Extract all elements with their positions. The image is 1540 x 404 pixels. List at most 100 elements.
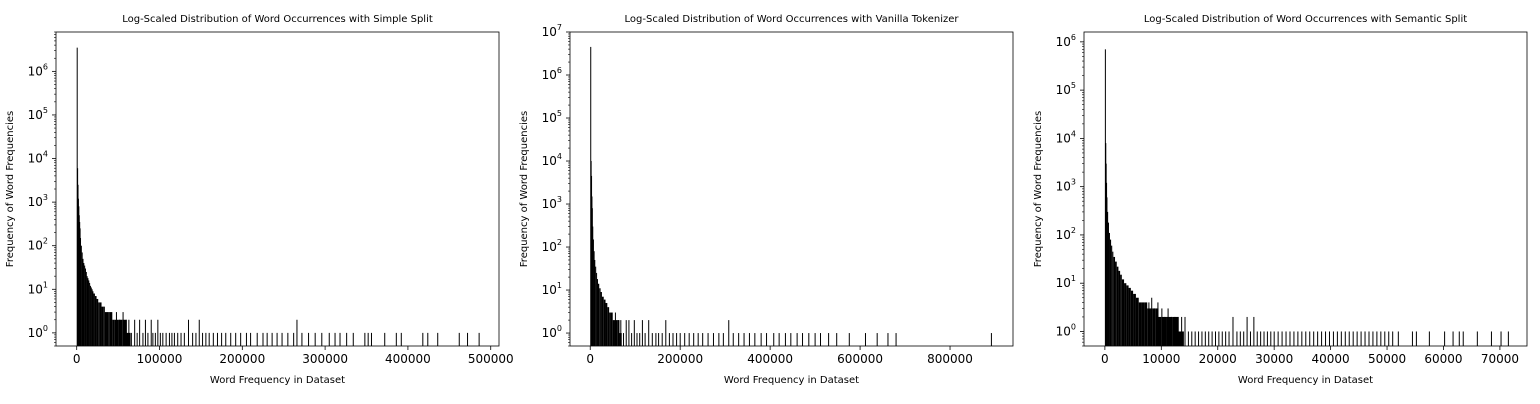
- histogram-bar: [1158, 316, 1162, 346]
- x-tick-label: 20000: [1199, 352, 1237, 366]
- y-tick-label: 102: [1056, 226, 1076, 242]
- y-tick-label: 107: [542, 23, 562, 39]
- x-tick-label: 10000: [1142, 352, 1180, 366]
- histogram-bar: [614, 320, 618, 346]
- histogram-bar: [80, 238, 82, 346]
- chart-title: Log-Scaled Distribution of Word Occurren…: [625, 14, 960, 25]
- y-tick-label: 103: [28, 193, 48, 209]
- histogram-bar: [605, 302, 608, 346]
- y-tick-label: 105: [1056, 81, 1076, 97]
- histogram-bar: [1112, 251, 1114, 346]
- axes-frame: [55, 31, 500, 347]
- y-tick-label: 105: [542, 109, 562, 125]
- histogram-bar: [1128, 287, 1131, 346]
- x-tick-label: 0: [73, 352, 81, 366]
- y-tick-label: 100: [28, 324, 48, 340]
- histogram-bar: [81, 252, 83, 346]
- x-tick-label: 0: [586, 352, 594, 366]
- histogram-bar: [103, 306, 105, 346]
- histogram-bar: [1133, 293, 1136, 346]
- histogram-bar: [84, 268, 86, 346]
- histogram-bar: [595, 266, 597, 346]
- histogram-bars: [76, 47, 480, 346]
- histogram-bar: [1178, 331, 1184, 346]
- y-tick-label: 103: [542, 195, 562, 211]
- y-tick-label: 106: [542, 66, 562, 82]
- histogram-bar: [82, 258, 84, 346]
- y-tick-label: 102: [542, 238, 562, 254]
- histogram-bar: [596, 279, 598, 346]
- histogram-bar: [1144, 302, 1148, 346]
- histogram-bars: [1104, 49, 1509, 346]
- histogram-bar: [601, 296, 604, 346]
- y-axis-label: Frequency of Word Frequencies: [1033, 111, 1044, 267]
- x-tick-label: 60000: [1424, 352, 1462, 366]
- y-tick-label: 101: [28, 280, 48, 296]
- histogram-bar: [1141, 302, 1145, 346]
- histogram-bar: [109, 312, 113, 346]
- histogram-bar: [88, 280, 90, 346]
- histogram-bar: [612, 320, 615, 346]
- y-tick-label: 100: [542, 324, 562, 340]
- histogram-bar: [1118, 270, 1121, 346]
- histogram-bar: [1115, 261, 1117, 346]
- chart-title: Log-Scaled Distribution of Word Occurren…: [1144, 14, 1467, 25]
- histogram-bar: [1106, 197, 1108, 346]
- x-tick-label: 800000: [927, 352, 973, 366]
- histogram-bars: [590, 46, 992, 346]
- chart-panel-3: Log-Scaled Distribution of Word Occurren…: [1033, 14, 1528, 386]
- x-axis-label: Word Frequency in Dataset: [1238, 375, 1373, 386]
- histogram-bar: [1124, 283, 1127, 346]
- histogram-bar: [94, 296, 97, 346]
- histogram-bar: [80, 245, 82, 346]
- y-tick-label: 101: [1056, 274, 1076, 290]
- histogram-bar: [84, 265, 86, 346]
- histogram-bar: [610, 312, 613, 346]
- histogram-bar: [592, 226, 594, 346]
- histogram-bar: [93, 293, 95, 346]
- histogram-bar: [89, 282, 91, 346]
- y-tick-label: 106: [1056, 33, 1076, 49]
- x-tick-label: 50000: [1368, 352, 1406, 366]
- x-tick-label: 30000: [1255, 352, 1293, 366]
- x-tick-label: 600000: [837, 352, 883, 366]
- x-tick-label: 70000: [1481, 352, 1519, 366]
- y-tick-label: 105: [28, 106, 48, 122]
- y-tick-label: 104: [542, 152, 562, 168]
- histogram-bar: [1109, 239, 1112, 346]
- histogram-bar: [1161, 316, 1167, 346]
- x-tick-label: 400000: [385, 352, 431, 366]
- x-tick-label: 0: [1101, 352, 1109, 366]
- histogram-bar: [101, 306, 104, 346]
- histogram-bar: [1107, 211, 1109, 346]
- y-tick-label: 104: [28, 150, 48, 166]
- y-tick-label: 100: [1056, 322, 1076, 338]
- x-axis-label: Word Frequency in Dataset: [724, 375, 859, 386]
- x-tick-label: 100000: [137, 352, 183, 366]
- histogram-bar: [1135, 297, 1139, 346]
- histogram-bar: [600, 292, 602, 346]
- histogram-bar: [92, 291, 94, 346]
- histogram-bar: [1126, 285, 1129, 346]
- histogram-bar: [593, 251, 595, 346]
- x-tick-label: 200000: [219, 352, 265, 366]
- histogram-bar: [112, 319, 115, 346]
- axes-frame: [569, 31, 1014, 347]
- histogram-bar: [91, 289, 93, 346]
- histogram-bar: [1107, 222, 1109, 346]
- histogram-bar: [1121, 279, 1125, 346]
- histogram-bar: [1172, 316, 1179, 346]
- histogram-bar: [96, 298, 99, 346]
- x-tick-label: 40000: [1312, 352, 1350, 366]
- histogram-bar: [596, 272, 598, 346]
- histogram-bar: [599, 288, 601, 346]
- histogram-bar: [87, 278, 89, 346]
- histogram-bar: [592, 239, 594, 346]
- x-tick-label: 200000: [657, 352, 703, 366]
- x-tick-label: 500000: [468, 352, 514, 366]
- x-tick-label: 400000: [747, 352, 793, 366]
- histogram-bar: [106, 312, 109, 346]
- y-axis-label: Frequency of Word Frequencies: [519, 111, 530, 267]
